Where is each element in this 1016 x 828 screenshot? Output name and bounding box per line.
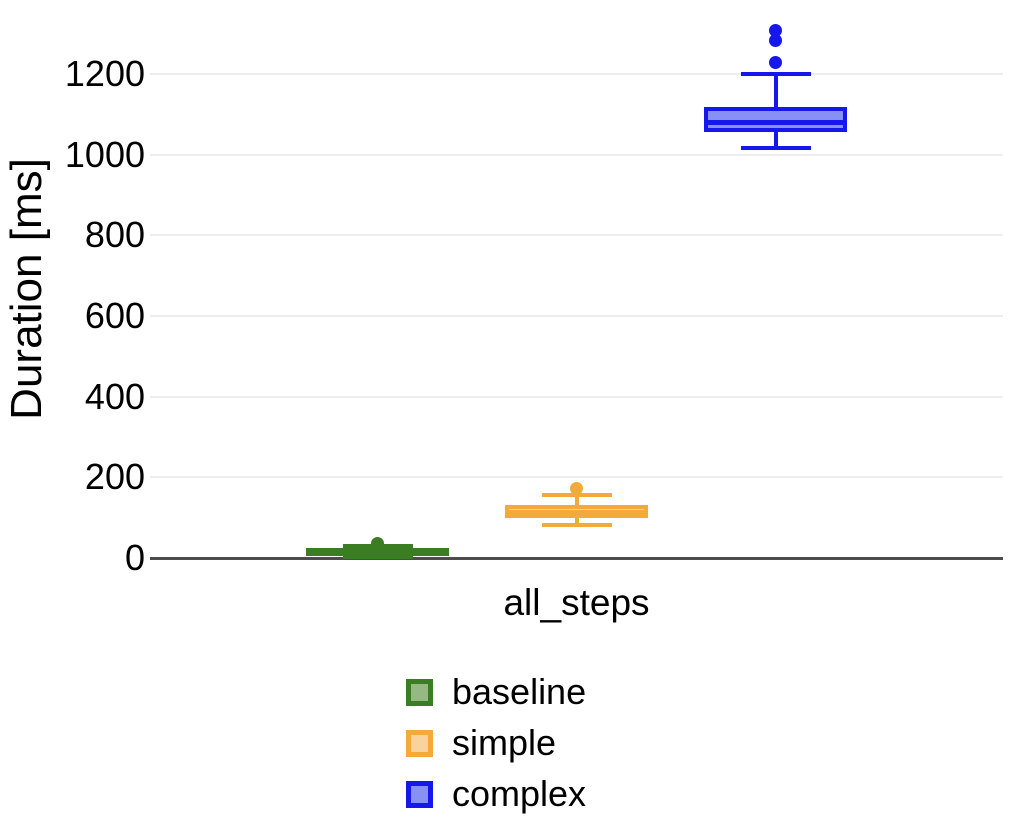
simple-lower-whisker-cap <box>541 522 612 527</box>
simple-upper-whisker <box>574 495 579 506</box>
x-axis-category-label: all_steps <box>503 582 650 623</box>
baseline-median-line <box>308 549 447 555</box>
legend: baseline simple complex <box>406 671 587 814</box>
simple-outlier-point <box>570 482 583 496</box>
legend-swatch-icon <box>406 780 433 808</box>
y-tick-label: 1200 <box>64 53 145 94</box>
complex-box <box>704 107 847 133</box>
legend-swatch-icon <box>406 678 433 706</box>
complex-median-line <box>706 120 845 126</box>
gridline-1200 <box>150 73 1003 75</box>
baseline-outlier-point <box>371 536 384 550</box>
complex-outlier-point <box>769 56 782 70</box>
legend-swatch-icon <box>406 729 433 757</box>
complex-upper-whisker <box>773 74 778 108</box>
legend-label: baseline <box>452 671 587 712</box>
y-axis-title: Duration [ms] <box>2 158 51 420</box>
x-axis-line <box>150 557 1003 560</box>
complex-lower-whisker-cap <box>740 145 811 150</box>
y-tick-label: 800 <box>84 214 145 256</box>
baseline-lower-whisker-cap <box>342 554 413 559</box>
gridline-1000 <box>150 153 1003 156</box>
gridline-600 <box>150 315 1003 317</box>
y-tick-label: 1000 <box>64 133 145 175</box>
legend-item-simple: simple <box>406 722 586 763</box>
legend-item-complex: complex <box>406 773 587 814</box>
y-tick-label: 0 <box>124 537 145 578</box>
simple-upper-whisker-cap <box>541 493 612 498</box>
simple-lower-whisker <box>574 518 579 525</box>
simple-median-line <box>507 510 646 516</box>
complex-lower-whisker <box>773 132 778 148</box>
legend-label: complex <box>452 773 587 814</box>
legend-item-baseline: baseline <box>406 671 587 712</box>
legend-label: simple <box>452 722 557 763</box>
gridline-200 <box>150 476 1003 479</box>
complex-outlier-point <box>769 23 782 37</box>
y-tick-label: 200 <box>84 456 145 498</box>
gridline-400 <box>150 395 1003 398</box>
y-tick-label: 600 <box>84 295 145 336</box>
gridline-800 <box>150 234 1003 237</box>
complex-upper-whisker-cap <box>740 72 811 76</box>
y-tick-label: 400 <box>84 375 145 417</box>
complex-outlier-point <box>769 33 782 47</box>
